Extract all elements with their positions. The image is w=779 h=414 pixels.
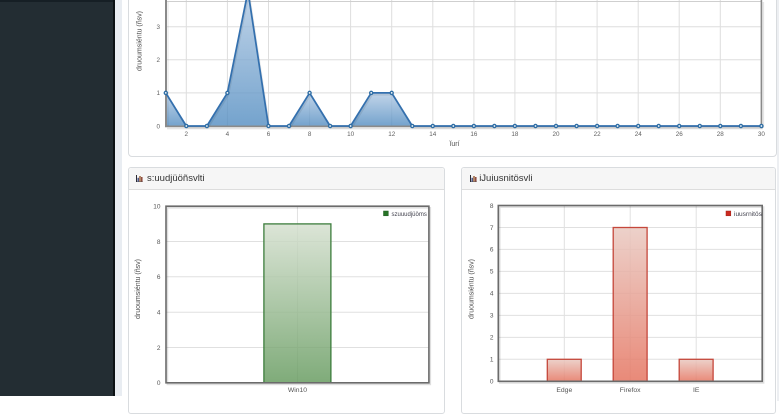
svg-text:8: 8 (490, 203, 494, 210)
svg-text:5: 5 (490, 269, 494, 276)
svg-text:0: 0 (157, 380, 161, 387)
svg-text:Edge: Edge (556, 387, 572, 394)
svg-text:28: 28 (717, 131, 725, 138)
svg-text:30: 30 (758, 131, 766, 138)
svg-text:2: 2 (490, 335, 494, 342)
svg-text:22: 22 (594, 131, 602, 138)
svg-text:druoumsiéntu (ñsv): druoumsiéntu (ñsv) (137, 11, 144, 71)
svg-text:10: 10 (153, 204, 161, 211)
svg-text:ĭurí: ĭurí (448, 141, 459, 148)
svg-text:druoumsiéntu (ñsv): druoumsiéntu (ñsv) (469, 259, 476, 319)
svg-text:8: 8 (157, 239, 161, 246)
svg-text:6: 6 (490, 247, 494, 254)
svg-text:18: 18 (511, 131, 519, 138)
svg-text:14: 14 (429, 131, 437, 138)
svg-text:1: 1 (156, 90, 160, 97)
svg-text:Firefox: Firefox (620, 387, 641, 394)
svg-text:12: 12 (388, 131, 396, 138)
svg-text:6: 6 (157, 274, 161, 281)
svg-text:24: 24 (635, 131, 643, 138)
svg-text:7: 7 (490, 225, 494, 232)
svg-text:iuusrnitös: iuusrnitös (734, 211, 763, 218)
svg-text:2: 2 (157, 345, 161, 352)
svg-text:2: 2 (156, 57, 160, 64)
svg-text:20: 20 (552, 131, 560, 138)
svg-text:0: 0 (156, 123, 160, 130)
svg-text:4: 4 (157, 310, 161, 317)
svg-text:szuuudjüöms: szuuudjüöms (392, 212, 427, 218)
svg-text:3: 3 (156, 24, 160, 31)
svg-text:2: 2 (185, 131, 189, 138)
svg-text:1: 1 (490, 357, 494, 364)
svg-text:3: 3 (490, 313, 494, 320)
svg-text:16: 16 (470, 131, 478, 138)
svg-text:26: 26 (676, 131, 684, 138)
svg-text:6: 6 (267, 131, 271, 138)
svg-text:4: 4 (226, 131, 230, 138)
svg-text:Win10: Win10 (288, 387, 307, 394)
svg-text:druoumsiéntu (ñsv): druoumsiéntu (ñsv) (135, 259, 142, 319)
svg-text:IE: IE (693, 387, 700, 394)
svg-text:8: 8 (308, 131, 312, 138)
svg-text:4: 4 (490, 291, 494, 298)
svg-text:10: 10 (347, 131, 355, 138)
svg-text:0: 0 (490, 379, 494, 386)
